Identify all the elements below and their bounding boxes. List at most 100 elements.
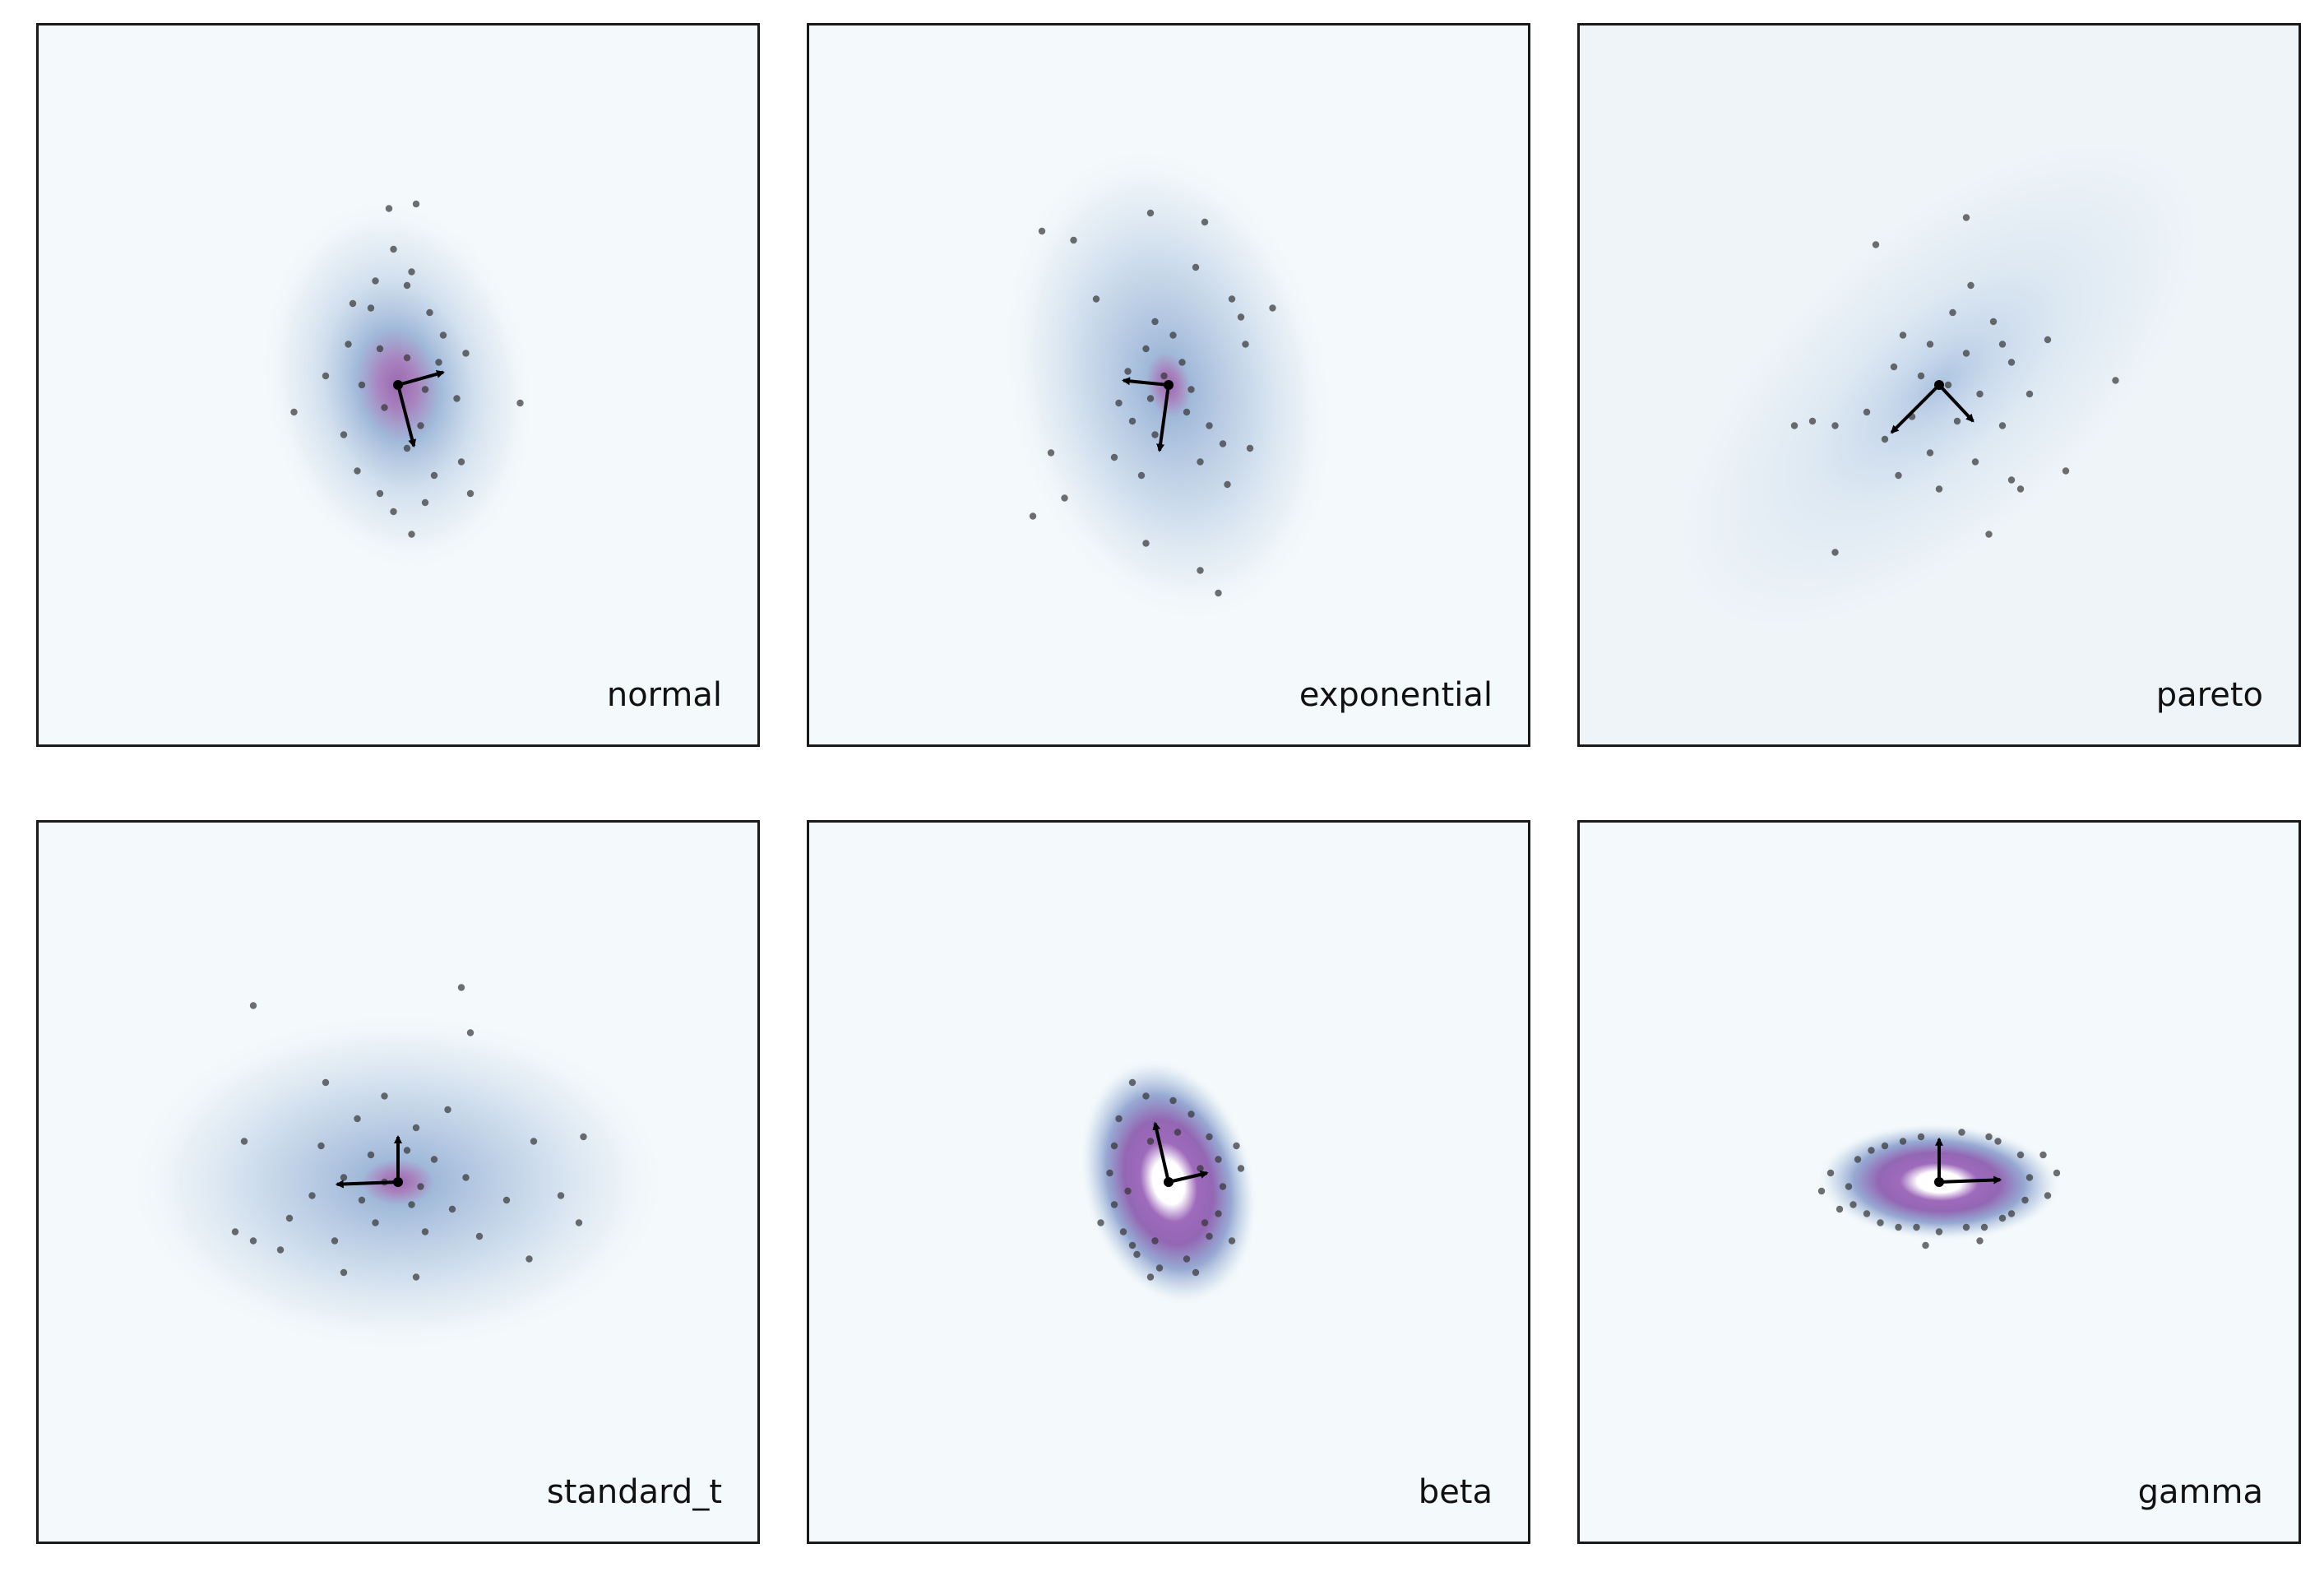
- scatter-point: [1233, 1142, 1240, 1150]
- panel-label: exponential: [1299, 676, 1493, 714]
- scatter-point: [2016, 1151, 2025, 1159]
- scatter-point: [403, 354, 411, 362]
- scatter-point: [1155, 1264, 1164, 1272]
- scatter-point: [1237, 1165, 1245, 1172]
- scatter-point: [1808, 417, 1817, 425]
- scatter-point: [276, 1246, 285, 1254]
- scatter-point: [1958, 1129, 1965, 1136]
- scatter-point: [1142, 540, 1150, 547]
- panel-label: standard_t: [546, 1473, 722, 1511]
- scatter-point: [1215, 1156, 1222, 1163]
- scatter-point: [417, 422, 424, 429]
- chart-plot-exponential: [1001, 143, 1336, 627]
- scatter-point: [1998, 422, 2007, 429]
- scatter-point: [249, 1002, 257, 1009]
- scatter-point: [1962, 214, 1970, 221]
- scatter-point: [354, 467, 361, 475]
- scatter-point: [1187, 386, 1195, 393]
- scatter-point: [1962, 350, 1970, 357]
- scatter-point: [421, 498, 429, 507]
- scatter-point: [1110, 1142, 1118, 1150]
- scatter-point: [1115, 399, 1123, 407]
- scatter-point: [516, 399, 524, 407]
- scatter-point: [390, 245, 397, 253]
- scatter-point: [1237, 313, 1245, 321]
- scatter-point: [1989, 318, 1998, 326]
- scatter-point: [1110, 1201, 1118, 1208]
- scatter-point: [1953, 417, 1961, 425]
- principal-axis-arrow: [1168, 1170, 1209, 1184]
- scatter-point: [421, 386, 429, 393]
- scatter-point: [1868, 1147, 1875, 1154]
- scatter-point: [1985, 1133, 1993, 1141]
- scatter-point: [1228, 295, 1236, 303]
- scatter-point: [466, 1029, 475, 1036]
- scatter-point: [412, 1273, 420, 1281]
- scatter-point: [1219, 440, 1227, 447]
- scatter-point: [1115, 1115, 1123, 1123]
- scatter-point: [2025, 1174, 2034, 1181]
- scatter-point: [1998, 341, 2007, 348]
- scatter-point: [1790, 422, 1799, 429]
- scatter-point: [417, 1183, 424, 1190]
- scatter-point: [1146, 395, 1155, 402]
- scatter-point: [1192, 263, 1200, 271]
- scatter-point: [1826, 1169, 1835, 1177]
- scatter-point: [1849, 1201, 1857, 1208]
- principal-axis-arrow: [1938, 1175, 2002, 1185]
- scatter-point: [1047, 449, 1055, 457]
- chart-plot-beta: [1079, 1057, 1258, 1307]
- scatter-point: [444, 1106, 451, 1114]
- scatter-point: [430, 471, 438, 480]
- panel-label: beta: [1418, 1473, 1493, 1511]
- scatter-point: [1146, 209, 1155, 217]
- scatter-point: [2007, 476, 2016, 484]
- scatter-point: [1917, 372, 1925, 380]
- scatter-point: [2039, 1151, 2047, 1159]
- scatter-point: [412, 200, 420, 208]
- scatter-point: [408, 531, 415, 538]
- scatter-point: [1201, 218, 1209, 226]
- principal-axis-arrow: [1890, 383, 1941, 434]
- scatter-point: [1219, 1183, 1227, 1190]
- scatter-point: [367, 1151, 375, 1159]
- scatter-point: [1998, 1214, 2007, 1222]
- scatter-point: [453, 395, 461, 402]
- scatter-point: [1110, 453, 1118, 461]
- scatter-point: [1192, 1268, 1200, 1277]
- scatter-point: [403, 444, 411, 452]
- principal-axis-arrow: [396, 384, 417, 448]
- scatter-point: [1151, 318, 1159, 326]
- scatter-point: [1128, 1241, 1137, 1250]
- scatter-point: [408, 1201, 415, 1208]
- scatter-point: [1976, 390, 1984, 398]
- scatter-point: [376, 345, 384, 353]
- scatter-point: [1092, 295, 1100, 303]
- scatter-point: [1895, 1223, 1902, 1231]
- scatter-point: [462, 1174, 470, 1181]
- scatter-point: [1269, 304, 1276, 312]
- scatter-point: [1922, 1241, 1929, 1250]
- scatter-point: [1917, 1133, 1925, 1141]
- scatter-point: [367, 304, 375, 312]
- scatter-point: [457, 458, 465, 466]
- scatter-point: [1246, 444, 1254, 452]
- scatter-point: [240, 1138, 248, 1145]
- scatter-point: [2016, 485, 2025, 493]
- scatter-point: [1197, 567, 1204, 574]
- scatter-point: [575, 1219, 583, 1226]
- scatter-point: [1854, 1156, 1862, 1163]
- scatter-point: [2025, 390, 2034, 398]
- scatter-point: [2062, 467, 2070, 475]
- chart-panel-beta: beta: [807, 820, 1530, 1544]
- scatter-point: [1142, 1092, 1150, 1100]
- scatter-point: [475, 1232, 484, 1240]
- scatter-point: [381, 404, 388, 411]
- scatter-point: [358, 381, 366, 389]
- scatter-point: [1215, 589, 1222, 597]
- scatter-point: [340, 431, 348, 438]
- scatter-point: [322, 372, 330, 380]
- center-point: [1934, 380, 1944, 390]
- scatter-point: [1146, 1138, 1155, 1145]
- scatter-point: [412, 1124, 420, 1132]
